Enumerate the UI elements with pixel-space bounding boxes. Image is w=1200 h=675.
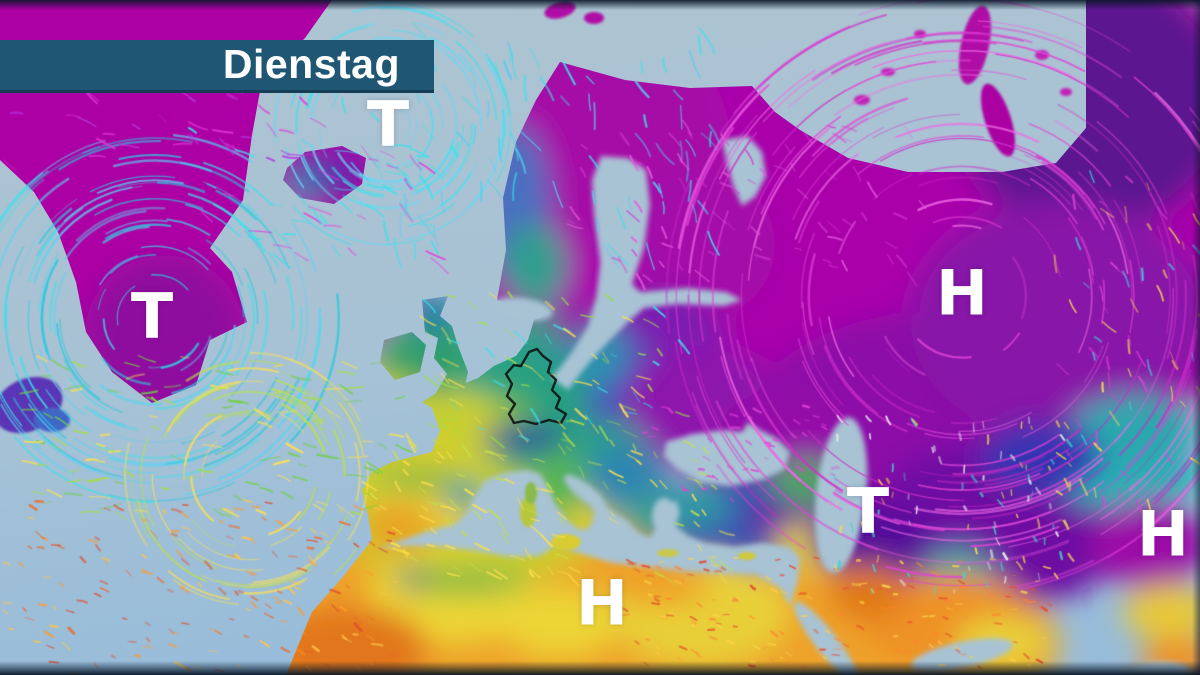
day-banner: Dienstag bbox=[0, 40, 434, 93]
pressure-marker-low: T bbox=[846, 474, 890, 548]
pressure-marker-high: H bbox=[936, 256, 988, 330]
pressure-marker-low: T bbox=[130, 279, 174, 353]
aegean-sea bbox=[652, 498, 676, 534]
day-banner-label: Dienstag bbox=[222, 40, 400, 87]
pressure-marker-high: H bbox=[576, 566, 628, 640]
pressure-marker-high: H bbox=[1137, 497, 1189, 571]
pressure-marker-low: T bbox=[366, 87, 410, 161]
